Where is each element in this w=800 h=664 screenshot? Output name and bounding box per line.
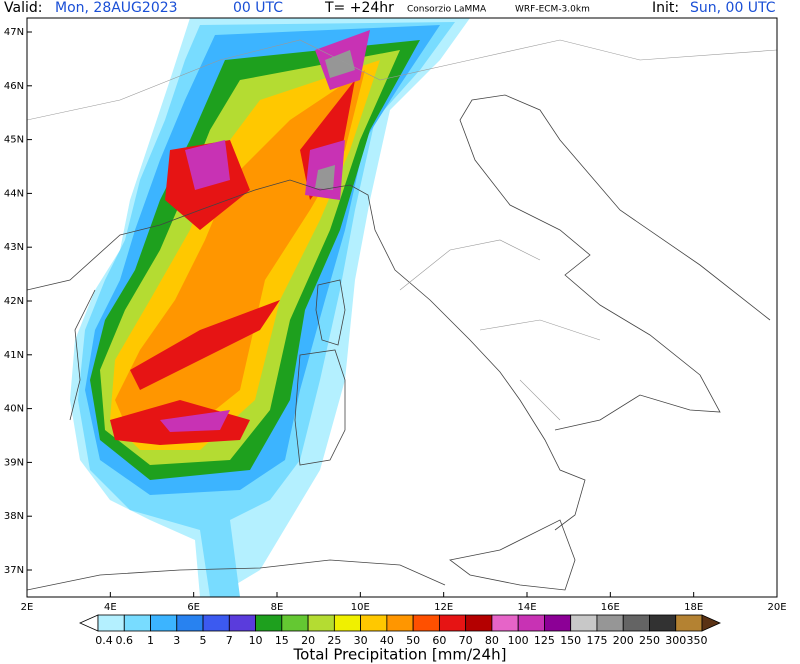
colorbar-box (228, 614, 256, 632)
colorbar-box (255, 614, 283, 632)
colorbar-box (307, 614, 335, 632)
colorbar-box (570, 614, 598, 632)
colorbar-box (412, 614, 440, 632)
coastlines (27, 39, 777, 591)
lon-label: 8E (271, 602, 284, 613)
colorbar-box (596, 614, 624, 632)
init-time: Sun, 00 UTC (690, 0, 776, 16)
colorbar-box (386, 614, 414, 632)
colorbar-label: 40 (380, 634, 394, 647)
colorbar-label: 80 (485, 634, 499, 647)
lat-label: 39N (4, 457, 24, 468)
lat-label: 46N (4, 81, 24, 92)
model: WRF-ECM-3.0km (515, 5, 590, 15)
colorbar-box (465, 614, 493, 632)
colorbar-label: 175 (586, 634, 607, 647)
colorbar-high (701, 614, 721, 632)
colorbar-box (675, 614, 703, 632)
lat-label: 44N (4, 188, 24, 199)
colorbar-label: 15 (275, 634, 289, 647)
colorbar-label: 5 (200, 634, 207, 647)
colorbar-low (79, 614, 99, 632)
lat-label: 47N (4, 27, 24, 38)
colorbar-box (281, 614, 309, 632)
lon-label: 4E (104, 602, 117, 613)
forecast-step: T= +24hr (324, 0, 394, 16)
colorbar-label: 125 (534, 634, 555, 647)
colorbar-label: 30 (354, 634, 368, 647)
lon-label: 2E (21, 602, 34, 613)
colorbar-box (97, 614, 125, 632)
colorbar-label: 0.4 (95, 634, 113, 647)
lon-label: 6E (187, 602, 200, 613)
lon-label: 12E (434, 602, 453, 613)
colorbar-box (360, 614, 388, 632)
colorbar-label: 1 (147, 634, 154, 647)
colorbar-label: 100 (508, 634, 529, 647)
colorbar-label: 3 (173, 634, 180, 647)
colorbar-box (202, 614, 230, 632)
init-label: Init: (652, 0, 679, 16)
lon-label: 18E (684, 602, 703, 613)
valid-label: Valid: (4, 0, 42, 16)
colorbar-box (123, 614, 151, 632)
colorbar-box (517, 614, 545, 632)
colorbar-label: 300 (665, 634, 686, 647)
colorbar-label: 25 (327, 634, 341, 647)
lon-label: 10E (351, 602, 370, 613)
lon-label: 20E (767, 602, 786, 613)
colorbar-label: 0.6 (116, 634, 134, 647)
colorbar-box (491, 614, 519, 632)
colorbar-title: Total Precipitation [mm/24h] (293, 646, 507, 664)
colorbar-box (333, 614, 362, 632)
colorbar-label: 50 (406, 634, 420, 647)
colorbar-label: 70 (459, 634, 473, 647)
colorbar-label: 7 (226, 634, 233, 647)
colorbar-label: 20 (301, 634, 315, 647)
valid-date: Mon, 28AUG2023 (55, 0, 178, 16)
colorbar-box (150, 614, 178, 632)
lat-label: 43N (4, 242, 24, 253)
colorbar-label: 350 (687, 634, 708, 647)
lat-label: 42N (4, 296, 24, 307)
colorbar-box (438, 614, 467, 632)
lon-label: 14E (517, 602, 536, 613)
colorbar-box (176, 614, 204, 632)
lon-label: 16E (601, 602, 620, 613)
colorbar-box (622, 614, 650, 632)
colorbar-box (544, 614, 572, 632)
colorbar-box (649, 614, 677, 632)
map-area (27, 18, 777, 597)
colorbar-label: 60 (432, 634, 446, 647)
source: Consorzio LaMMA (407, 5, 487, 15)
valid-time: 00 UTC (233, 0, 283, 16)
lat-label: 40N (4, 404, 24, 415)
lat-label: 37N (4, 565, 24, 576)
lat-label: 41N (4, 350, 24, 361)
colorbar-label: 200 (613, 634, 634, 647)
lat-label: 38N (4, 511, 24, 522)
colorbar-label: 250 (639, 634, 660, 647)
colorbar-label: 10 (249, 634, 263, 647)
colorbar-label: 150 (560, 634, 581, 647)
map-frame (26, 17, 778, 598)
precipitation-field (70, 18, 470, 597)
lat-label: 45N (4, 135, 24, 146)
